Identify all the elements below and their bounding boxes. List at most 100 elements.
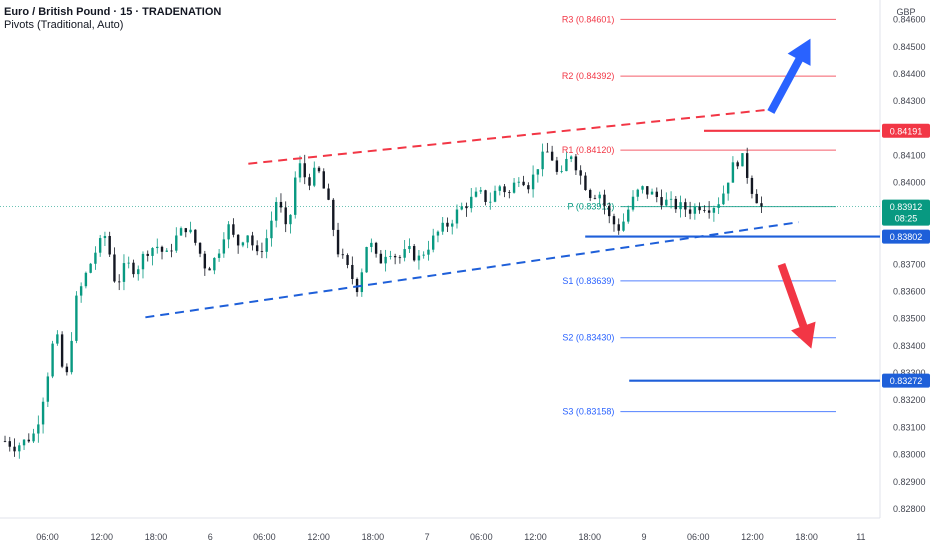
candle-body: [137, 269, 140, 275]
candle-body: [379, 253, 383, 264]
candle-body: [327, 188, 330, 200]
candle-body: [189, 229, 192, 233]
candle-body: [389, 256, 392, 257]
candle-body: [446, 222, 449, 227]
candle-body: [531, 174, 535, 190]
x-tick-label: 6: [208, 532, 213, 542]
price-axis-labels: 0.84191 0.83802 0.83272 0.83912 08:25: [882, 123, 930, 388]
candle-body: [460, 206, 463, 210]
candle-body: [117, 281, 121, 283]
candle-body: [8, 441, 11, 447]
last-price-text: 0.83912: [890, 202, 923, 212]
candle-body: [412, 246, 416, 261]
candle-body: [684, 202, 687, 210]
indicator-label[interactable]: Pivots (Traditional, Auto): [4, 19, 124, 31]
candle-body: [175, 235, 178, 251]
pivot-label-r1: R1 (0.84120): [562, 145, 615, 155]
x-tick-label: 12:00: [307, 532, 330, 542]
candle-body: [113, 254, 116, 282]
candle-body: [279, 201, 283, 208]
candle-body: [265, 238, 268, 252]
candle-body: [455, 209, 459, 224]
candle-body: [665, 199, 668, 206]
candle-body: [346, 255, 349, 265]
candle-body: [712, 207, 716, 213]
candle-body: [393, 256, 397, 258]
x-tick-label: 12:00: [741, 532, 764, 542]
candle-body: [222, 239, 226, 254]
candle-body: [522, 181, 525, 186]
candle-body: [75, 295, 78, 341]
candle-body: [698, 206, 701, 211]
support-trendline[interactable]: [145, 221, 799, 319]
pivot-label-r2: R2 (0.84392): [562, 71, 615, 81]
candle-body: [255, 245, 259, 252]
candle-body: [451, 223, 454, 227]
direction-arrows[interactable]: [767, 38, 816, 349]
last-price-tag: [882, 199, 930, 226]
y-tick-label: 0.84300: [893, 96, 926, 106]
candle-body: [422, 254, 425, 256]
up-arrow[interactable]: [767, 38, 811, 114]
candle-body: [517, 181, 521, 183]
candle-body: [560, 171, 563, 172]
candle-body: [479, 190, 482, 192]
countdown-text: 08:25: [895, 214, 918, 224]
candle-body: [474, 191, 478, 197]
chart-title: Euro / British Pound · 15 · TRADENATION: [4, 6, 222, 18]
candle-body: [165, 250, 168, 252]
y-tick-label: 0.82800: [893, 504, 926, 514]
candle-body: [79, 286, 83, 296]
candle-body: [341, 254, 345, 256]
candle-body: [489, 201, 492, 203]
candle-body: [641, 186, 644, 190]
candle-body: [151, 248, 154, 256]
candle-body: [156, 246, 159, 249]
candle-body: [46, 376, 50, 402]
candle-body: [655, 191, 658, 198]
candle-body: [631, 196, 635, 210]
candle-body: [160, 246, 164, 252]
candle-body: [227, 224, 230, 240]
candle-body: [726, 182, 730, 194]
currency-label: GBP: [896, 7, 915, 17]
candle-body: [617, 224, 620, 231]
candle-body: [574, 156, 578, 171]
candle-body: [251, 235, 254, 246]
trendlines[interactable]: [145, 108, 799, 319]
candle-body: [598, 194, 601, 199]
x-tick-label: 12:00: [90, 532, 113, 542]
candle-body: [512, 182, 516, 193]
horizontal-levels[interactable]: [585, 129, 880, 382]
candle-body: [51, 343, 54, 377]
candle-body: [484, 190, 487, 202]
down-arrow[interactable]: [777, 262, 816, 349]
candle-body: [89, 263, 92, 273]
candle-body: [374, 242, 378, 254]
candle-body: [322, 171, 325, 189]
y-tick-label: 0.83000: [893, 450, 926, 460]
candle-body: [270, 220, 273, 239]
resistance-trendline[interactable]: [248, 108, 773, 165]
candle-body: [194, 229, 197, 243]
x-tick-label: 06:00: [687, 532, 710, 542]
candle-body: [108, 235, 111, 255]
candle-body: [731, 162, 735, 183]
candle-body: [584, 175, 587, 191]
candle-body: [208, 268, 211, 271]
candle-body: [103, 235, 107, 239]
candle-body: [441, 222, 444, 232]
y-tick-label: 0.82900: [893, 477, 926, 487]
candle-body: [579, 170, 582, 176]
candle-body: [246, 235, 249, 243]
candle-body: [741, 153, 744, 167]
candle-body: [536, 169, 540, 175]
candle-body: [303, 163, 306, 178]
level-price-text: 0.83802: [890, 232, 923, 242]
y-tick-label: 0.84100: [893, 151, 926, 161]
candle-body: [203, 253, 207, 269]
candle-body: [608, 205, 611, 217]
candle-body: [94, 252, 97, 264]
y-tick-label: 0.84400: [893, 69, 926, 79]
